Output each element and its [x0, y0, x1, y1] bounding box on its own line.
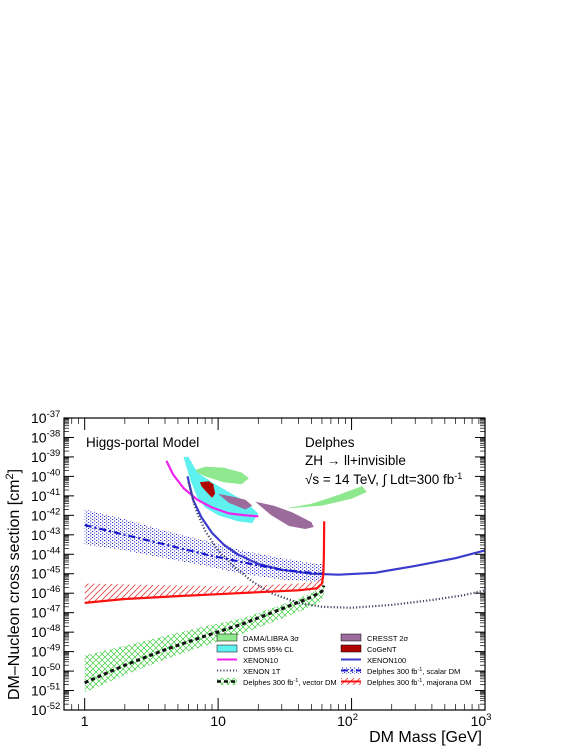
legend-entry-cogent: CoGeNT	[340, 644, 397, 654]
process-annotation: ZH → ll+invisible	[305, 453, 406, 468]
x-tick-label: 103	[471, 712, 492, 729]
legend-label: Delphes 300 fb-1, majorana DM	[367, 678, 472, 687]
legend-entry-delphes-300-fb-vector-dm: Delphes 300 fb-1, vector DM	[217, 678, 337, 687]
model-annotation: Higgs-portal Model	[86, 435, 199, 450]
legend-label: CoGeNT	[367, 645, 397, 654]
legend: DAMA/LIBRA 3σ CRESST 2σ CDMS 95% CL CoGeNT X…	[216, 633, 472, 687]
legend-entry-dama-libra-3: DAMA/LIBRA 3σ	[216, 633, 299, 643]
exclusion-regions	[183, 456, 367, 529]
y-tick-label: 10-49	[31, 643, 60, 660]
y-tick-label: 10-44	[31, 545, 60, 562]
legend-entry-cdms-95-cl: CDMS 95% CL	[216, 644, 294, 654]
y-tick-label: 10-39	[31, 448, 60, 465]
legend-entry-cresst-2: CRESST 2σ	[340, 633, 409, 643]
uncertainty-bands	[84, 509, 324, 693]
axis-ticks	[63, 417, 486, 711]
legend-label: CRESST 2σ	[367, 634, 409, 643]
x-tick-labels: 1 10 102 103	[81, 712, 492, 729]
y-tick-label: 10-42	[31, 506, 60, 523]
delphes-300-fb-majorana-dm-curve	[84, 521, 326, 604]
legend-entry-xenon100: XENON100	[341, 656, 406, 665]
legend-label: CDMS 95% CL	[243, 645, 294, 654]
legend-label: DAMA/LIBRA 3σ	[243, 634, 299, 643]
legend-entry-delphes-300-fb-majorana-dm: Delphes 300 fb-1, majorana DM	[341, 678, 472, 687]
y-tick-label: 10-40	[31, 467, 60, 484]
y-tick-label: 10-48	[31, 623, 60, 640]
legend-label: XENON10	[243, 656, 278, 665]
legend-label: Delphes 300 fb-1, scalar DM	[367, 667, 460, 676]
y-tick-label: 10-52	[31, 701, 60, 718]
y-tick-labels: 10-37 10-38 10-39 10-40 10-41 10-42 10-43 10-44…	[31, 409, 60, 718]
delphes-300-fb-scalar-dm-curve	[84, 524, 325, 575]
cogent-region-3	[199, 481, 216, 498]
y-tick-label: 10-38	[31, 428, 60, 445]
legend-swatch	[216, 644, 238, 653]
energy-annotation: √s = 14 TeV, ∫ Ldt=300 fb-1	[305, 471, 462, 487]
y-tick-label: 10-41	[31, 487, 60, 504]
scalar-dm-uncertainty-band	[84, 509, 324, 582]
x-axis-label: DM Mass [GeV]	[369, 729, 482, 746]
legend-label: XENON100	[367, 656, 406, 665]
experiment-annotation: Delphes	[305, 435, 355, 450]
cresst-2-region-5	[255, 501, 314, 529]
legend-entry-xenon-1t: XENON 1T	[217, 667, 281, 676]
x-tick-label: 1	[81, 713, 89, 729]
legend-swatch	[340, 633, 362, 642]
legend-swatch	[216, 633, 238, 642]
limit-curves	[84, 460, 485, 685]
xenon10-curve	[165, 460, 259, 518]
y-tick-label: 10-45	[31, 565, 60, 582]
dama-libra-3-region-1	[287, 486, 367, 509]
y-axis-label: DM–Nucleon cross section [cm2]	[4, 469, 23, 700]
legend-label: XENON 1T	[243, 667, 281, 676]
delphes-300-fb-vector-dm-curve	[84, 584, 326, 685]
y-tick-label: 10-51	[31, 682, 60, 699]
x-tick-label: 10	[210, 713, 226, 729]
y-tick-label: 10-50	[31, 662, 60, 679]
legend-swatch	[340, 644, 362, 653]
y-tick-label: 10-43	[31, 526, 60, 543]
y-tick-label: 10-47	[31, 604, 60, 621]
plot-frame	[63, 417, 486, 711]
cresst-2-region-4	[218, 493, 253, 510]
dama-libra-3-region-0	[193, 466, 249, 485]
majorana-dm-uncertainty-band	[84, 571, 324, 603]
y-tick-label: 10-37	[31, 409, 60, 426]
cdms-95-cl-region-2	[183, 456, 259, 524]
legend-entry-delphes-300-fb-scalar-dm: Delphes 300 fb-1, scalar DM	[341, 667, 460, 676]
x-tick-label: 102	[337, 712, 358, 729]
y-tick-label: 10-46	[31, 584, 60, 601]
legend-label: Delphes 300 fb-1, vector DM	[243, 678, 337, 687]
xenon-1t-curve	[187, 481, 485, 609]
legend-entry-xenon10: XENON10	[217, 656, 278, 665]
